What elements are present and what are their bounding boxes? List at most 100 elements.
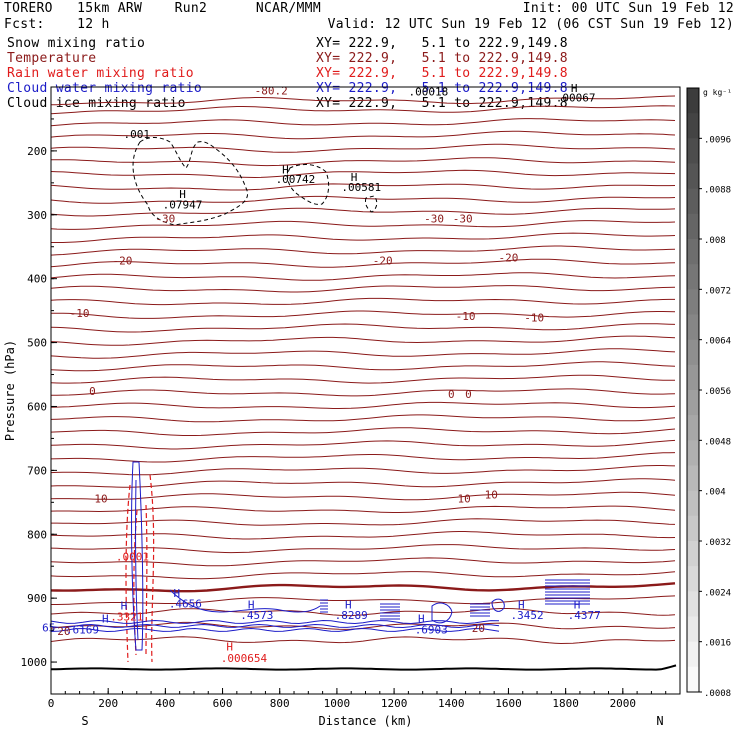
cloud-water-contour	[169, 589, 321, 613]
temperature-label: 0	[89, 385, 96, 398]
x-tick-label: 1800	[552, 697, 579, 710]
temperature-contour	[51, 388, 676, 397]
colorbar-cell	[687, 239, 699, 265]
temperature-contour	[50, 130, 676, 140]
colorbar-cell	[687, 88, 699, 114]
temperature-contour	[50, 297, 675, 306]
temperature-contour	[50, 195, 676, 204]
colorbar-tick-label: .008	[704, 236, 726, 246]
temperature-label: -10	[524, 311, 544, 324]
colorbar-cell	[687, 515, 699, 542]
high-marker: H	[351, 171, 358, 184]
colorbar-cell	[687, 113, 699, 139]
extremum-label: .000654	[221, 652, 268, 665]
colorbar-cell	[687, 490, 699, 517]
extremum-label: .8289	[335, 609, 368, 622]
field-name-temperature: Temperature	[7, 51, 97, 66]
temperature-contour	[50, 169, 676, 179]
extremum-label: .3321	[110, 611, 143, 624]
colorbar-cell	[687, 364, 699, 391]
high-marker: H	[173, 587, 180, 600]
extremum-label: .4377	[568, 609, 601, 622]
high-marker: H	[345, 598, 352, 611]
temperature-contour	[50, 557, 676, 567]
colorbar: g kg⁻¹ .0096 .0088 .008 .0072 .0064 .0056 .0048…	[686, 87, 732, 699]
temperature-contour	[50, 183, 676, 191]
extremum-label: .6169	[66, 623, 99, 636]
temperature-contour	[50, 258, 676, 268]
y-tick-label: 300	[27, 209, 47, 222]
y-tick-label: 400	[27, 273, 47, 286]
valid-label: Valid: 12 UTC Sun 19 Feb 12 (06 CST Sun …	[327, 17, 734, 32]
north-label: N	[656, 714, 663, 728]
field-xy-snow: XY= 222.9, 5.1 to 222.9,149.8	[316, 36, 568, 51]
y-tick-label: 600	[27, 400, 47, 413]
high-marker: H	[179, 188, 186, 201]
field-name-cloud-ice: Cloud ice mixing ratio	[7, 96, 186, 111]
colorbar-cell	[687, 415, 699, 441]
high-marker: H	[282, 163, 289, 176]
colorbar-cell	[687, 138, 699, 164]
temperature-contour	[50, 401, 676, 409]
temperature-contour	[51, 518, 676, 526]
temperature-contour	[50, 491, 676, 501]
temperature-contour	[50, 571, 676, 580]
field-name-snow: Snow mixing ratio	[7, 36, 146, 51]
colorbar-tick-label: .0032	[704, 538, 731, 548]
colorbar-cell	[687, 666, 699, 693]
colorbar-tick-label: .0096	[704, 135, 731, 145]
init-label: Init: 00 UTC Sun 19 Feb 12	[522, 1, 734, 16]
x-tick-label: 0	[48, 697, 55, 710]
colorbar-cell	[687, 616, 699, 643]
cloud-water-contour	[431, 602, 453, 624]
high-marker: H	[121, 600, 128, 613]
temperature-label: -20	[113, 255, 133, 268]
high-marker: H	[574, 598, 581, 611]
temperature-contour	[50, 505, 676, 513]
temperature-contour	[51, 595, 676, 605]
high-marker: H	[418, 612, 425, 625]
extremum-label: .07947	[163, 198, 203, 211]
colorbar-cell	[687, 213, 699, 240]
x-tick-label: 400	[155, 697, 175, 710]
field-name-rain: Rain water mixing ratio	[7, 66, 194, 81]
colorbar-tick-label: .0024	[704, 588, 731, 598]
axes: 0 200 400 600 800 1000 1200 1400 1600 1800 2000200…	[3, 86, 681, 728]
south-label: S	[81, 714, 88, 728]
colorbar-tick-label: .0008	[704, 689, 731, 699]
temperature-contour	[50, 272, 676, 281]
temperature-contour	[50, 452, 676, 463]
x-tick-label: 1200	[381, 697, 408, 710]
colorbar-cell	[687, 641, 699, 668]
rain-contours	[125, 474, 155, 663]
high-marker: H	[248, 598, 255, 611]
temperature-contour	[51, 232, 676, 243]
high-marker: H	[571, 82, 578, 95]
temperature-label: -30	[424, 212, 444, 225]
colorbar-cell	[687, 289, 699, 315]
header: TORERO 15km ARW Run2 NCAR/MMM Fcst: 12 h…	[0, 0, 740, 115]
snow-contours	[132, 137, 378, 226]
model-title: TORERO 15km ARW Run2 NCAR/MMM	[4, 1, 321, 16]
colorbar-cell	[687, 566, 699, 592]
temperature-label: 10	[485, 488, 498, 501]
temperature-label: -20	[499, 251, 519, 264]
field-xy-rain: XY= 222.9, 5.1 to 222.9,149.8	[316, 66, 568, 81]
temperature-contour	[50, 118, 676, 127]
snow-contour	[132, 137, 248, 226]
extremum-label: .4656	[169, 598, 202, 611]
cloud-water-contour	[491, 598, 505, 612]
y-tick-label: 500	[27, 337, 47, 350]
temperature-contour	[50, 531, 676, 540]
y-tick-label: 800	[27, 528, 47, 541]
extremum-label: .0001	[116, 550, 149, 563]
colorbar-cell	[687, 188, 699, 215]
colorbar-cell	[687, 314, 699, 341]
temperature-contour	[50, 465, 676, 476]
colorbar-cell	[687, 390, 699, 416]
extremum-label: .3452	[510, 609, 543, 622]
temperature-contour	[50, 374, 675, 384]
extremum-label: .001	[124, 128, 151, 141]
cloud-water-contour	[50, 623, 500, 629]
colorbar-tick-label: .0048	[704, 437, 731, 447]
